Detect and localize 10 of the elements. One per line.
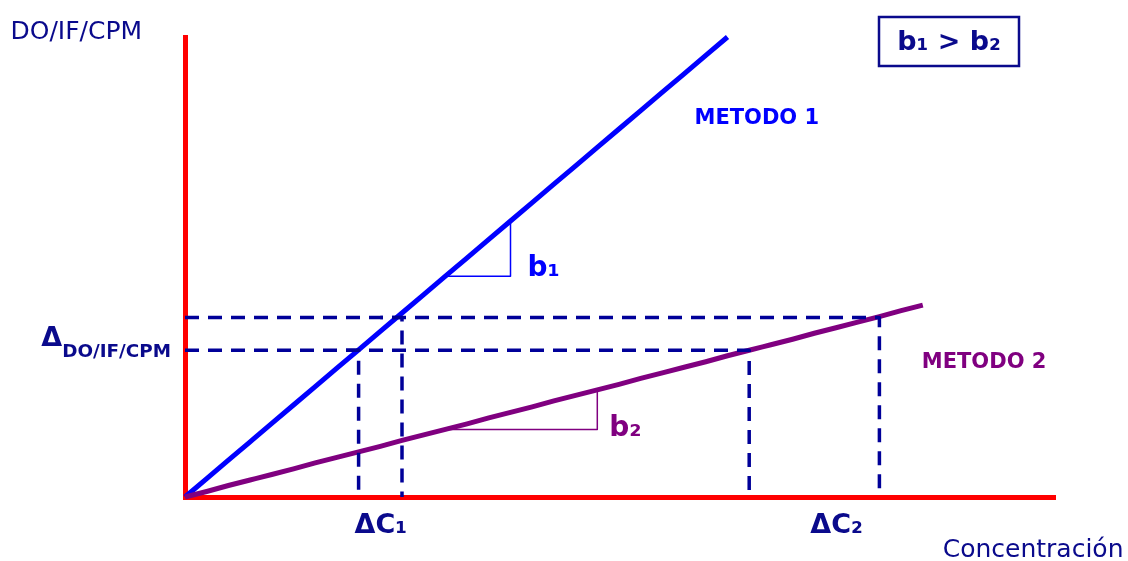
series-label: b₂ — [609, 409, 642, 443]
text: Δ$_{DO/IF/CPM}$ — [41, 321, 171, 361]
y-axis-title: DO/IF/CPM — [10, 15, 143, 45]
series-label: METODO 1 — [694, 105, 820, 129]
series-label: b₁ — [527, 250, 560, 283]
annotation: b₁ > b₂ — [897, 25, 1001, 56]
x-tick-label: ΔC₂ — [810, 507, 863, 539]
x-tick-label: ΔC₁ — [354, 507, 408, 539]
x-axis-title: Concentración — [942, 533, 1124, 561]
text: METODO 2 — [921, 349, 1047, 374]
